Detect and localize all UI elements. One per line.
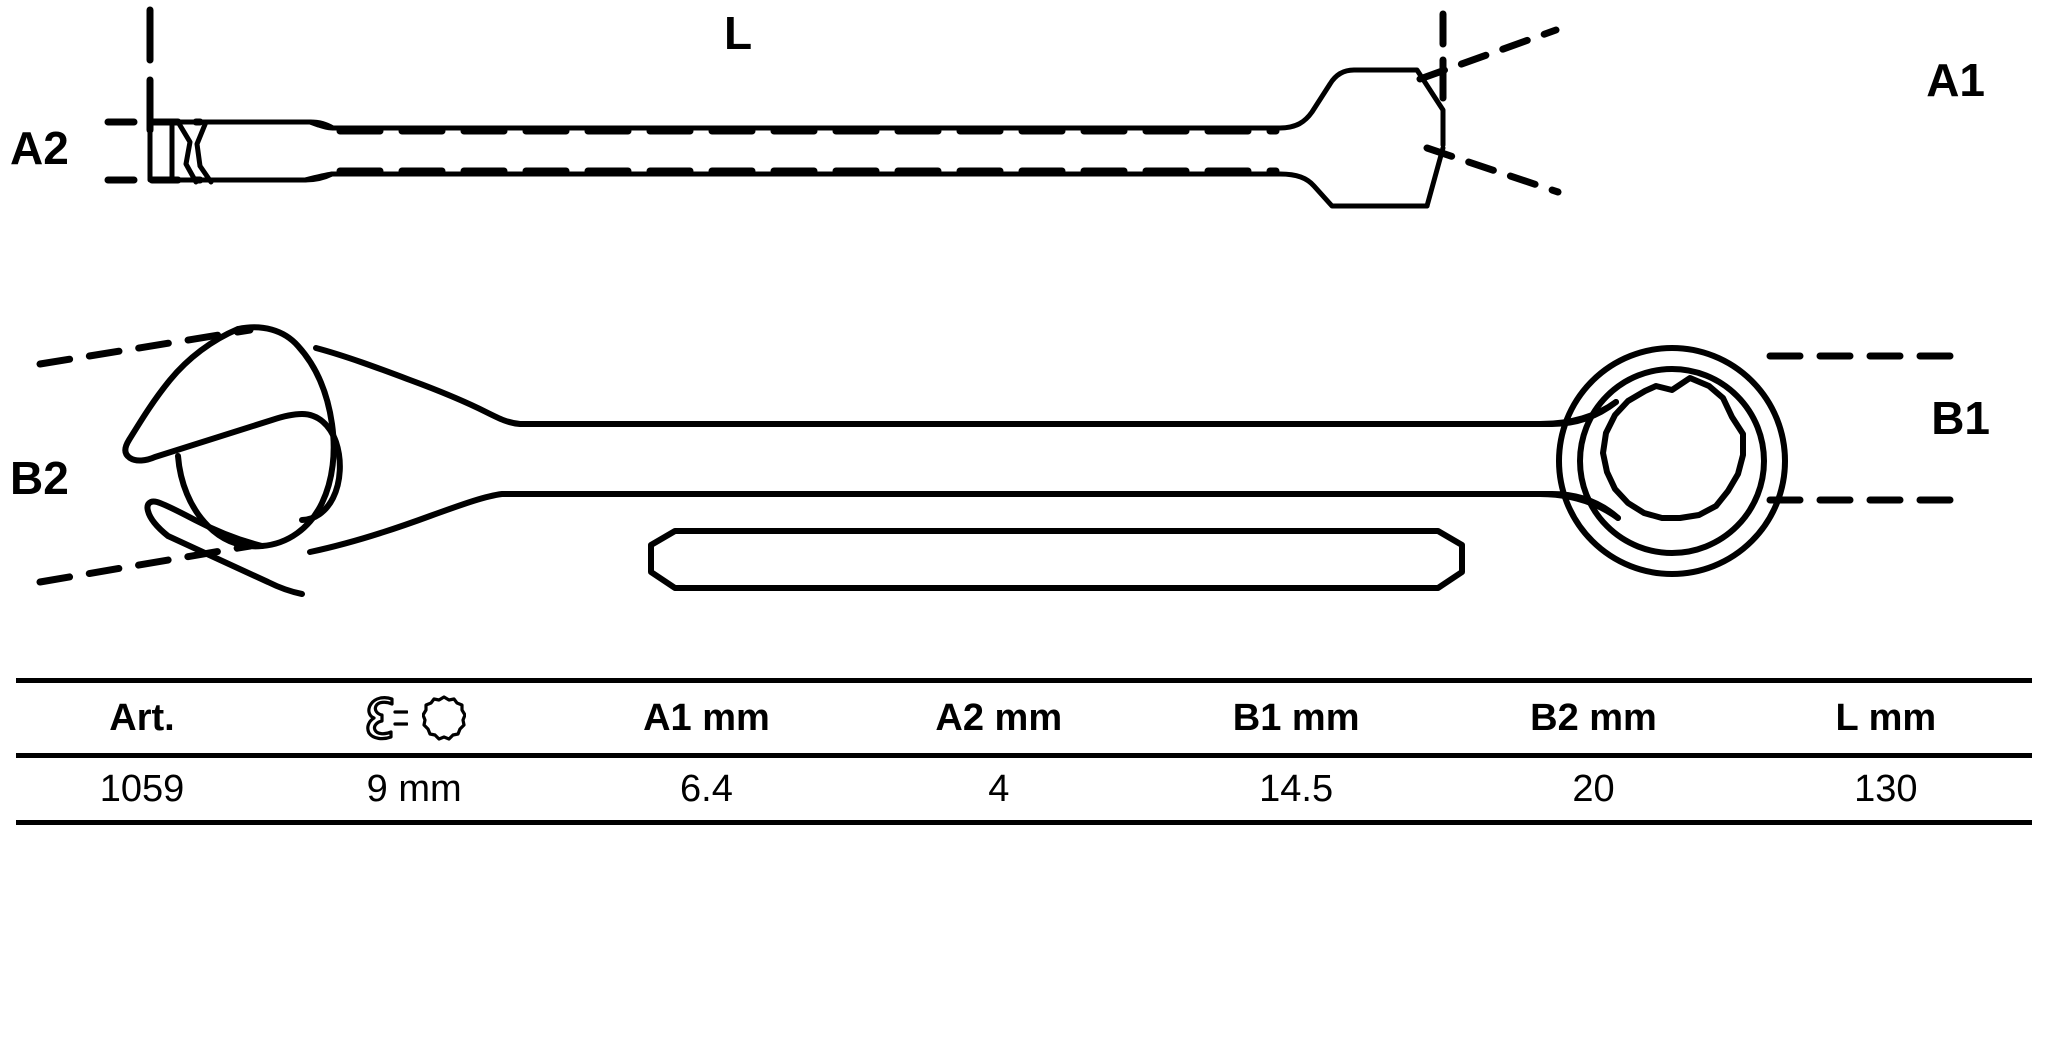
column-header-a1: A1 mm xyxy=(560,678,853,758)
side-lower-ridge-mark xyxy=(302,171,335,183)
dimension-label-b1: B1 xyxy=(1931,392,1990,444)
plan-handle-lower-outline xyxy=(307,491,1621,555)
dimension-label-b2: B2 xyxy=(10,452,69,504)
side-upper-ridge-mark xyxy=(307,119,336,131)
column-header-b1: B1 mm xyxy=(1144,678,1448,758)
side-lower-silhouette xyxy=(169,171,1430,209)
plan-view xyxy=(36,324,1954,597)
plan-open-jaw-outer xyxy=(175,324,337,550)
side-profile-view xyxy=(104,6,1562,209)
specification-table: Art. A1 mm A2 mm B1 mm B2 m xyxy=(16,678,2032,825)
plan-twelve-point-profile xyxy=(1600,375,1746,521)
cell-a2: 4 xyxy=(852,755,1145,825)
dimension-label-a2: A2 xyxy=(10,122,69,174)
open-end-wrench-icon xyxy=(366,696,409,741)
side-ring-lower-edge xyxy=(1424,145,1446,209)
plan-open-jaw-throat xyxy=(299,411,343,523)
plan-open-jaw-lower-flank xyxy=(144,498,305,597)
cell-l: 130 xyxy=(1739,755,2032,825)
cell-b2: 20 xyxy=(1447,755,1740,825)
side-open-head-chamfer-2 xyxy=(194,119,214,185)
dimension-label-a1: A1 xyxy=(1926,54,1985,106)
side-open-head-chamfer xyxy=(175,119,199,185)
side-upper-silhouette xyxy=(169,67,1446,148)
table-row: 1059 9 mm 6.4 4 14.5 20 130 xyxy=(16,755,2032,825)
plan-handle-upper-outline xyxy=(313,345,1619,427)
cell-a1: 6.4 xyxy=(560,755,853,825)
plan-handle-recess xyxy=(648,528,1465,591)
cell-art: 1059 xyxy=(16,755,268,825)
plan-ring-neck-lower xyxy=(1537,491,1621,521)
cell-b1: 14.5 xyxy=(1144,755,1448,825)
b2-upper-witness-line xyxy=(36,326,254,368)
plan-ring-outer-circle xyxy=(1556,345,1788,577)
plan-ring-inner-circle xyxy=(1577,366,1767,556)
table-header-row: Art. A1 mm A2 mm B1 mm B2 m xyxy=(16,678,2032,758)
cell-size: 9 mm xyxy=(268,755,561,825)
a1-lower-witness-line xyxy=(1423,144,1562,196)
plan-open-jaw-upper-flank xyxy=(122,326,305,464)
twelve-point-ring-icon xyxy=(422,695,467,741)
b2-lower-witness-line xyxy=(36,542,254,586)
dimension-label-length: L xyxy=(724,7,753,59)
plan-ring-neck-upper xyxy=(1537,399,1619,427)
column-header-a2: A2 mm xyxy=(852,678,1145,758)
column-header-b2: B2 mm xyxy=(1447,678,1740,758)
column-header-size xyxy=(268,678,561,758)
column-header-art: Art. xyxy=(16,678,268,758)
column-header-l: L mm xyxy=(1739,678,2032,758)
